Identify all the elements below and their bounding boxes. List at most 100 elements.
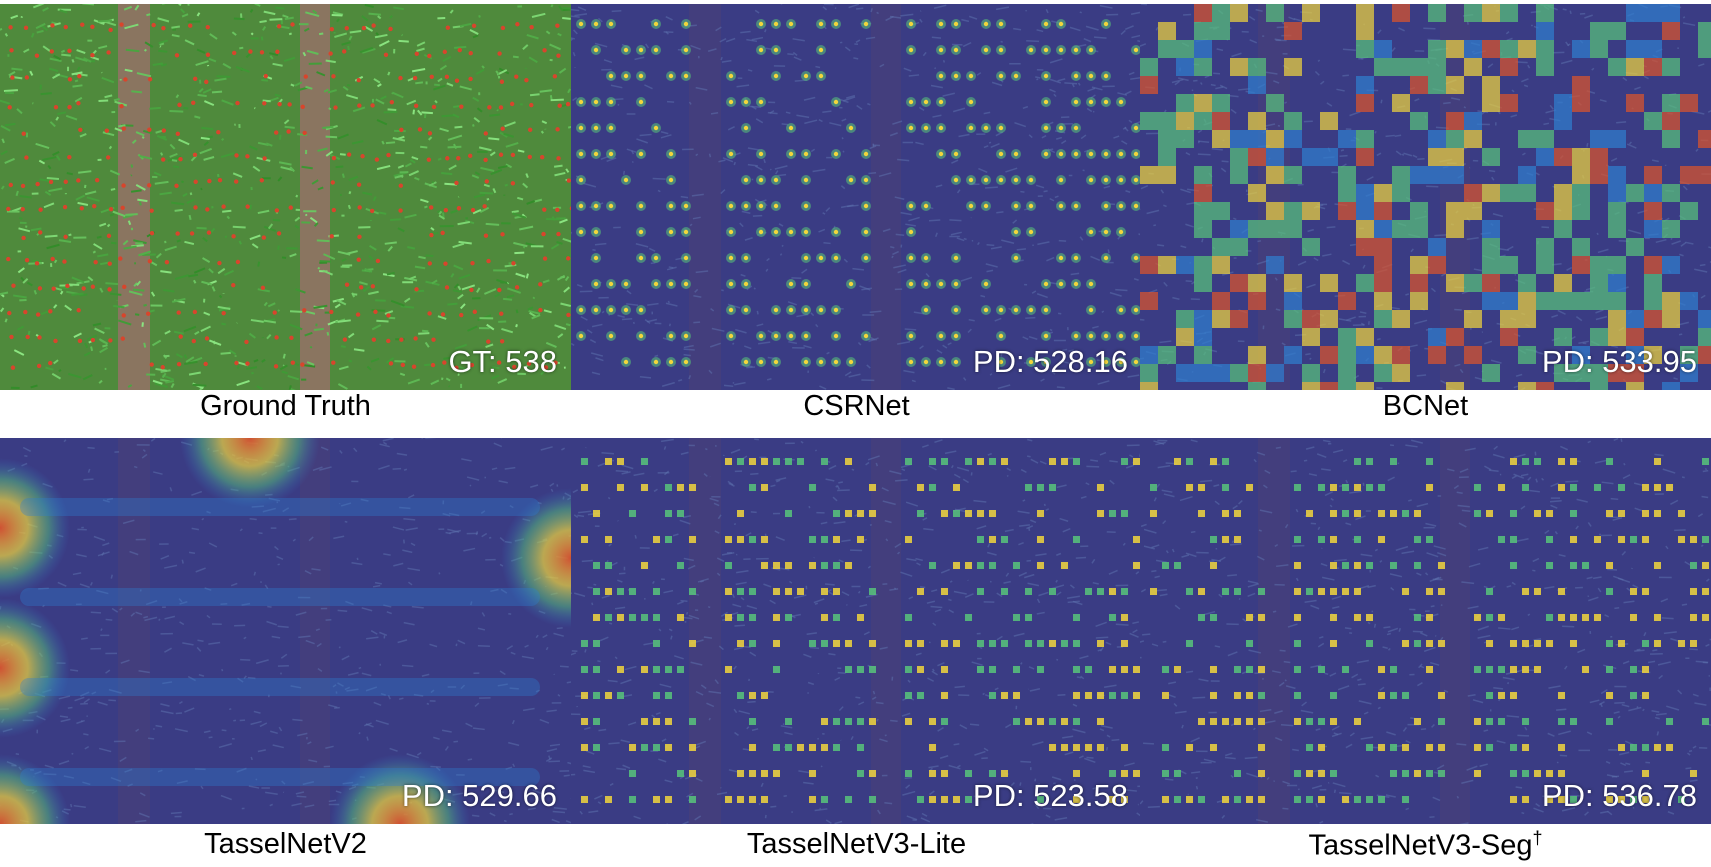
- leaf-overlay: [1190, 439, 1198, 443]
- density-peak-core: [1103, 21, 1109, 27]
- leaf-overlay: [1109, 460, 1118, 463]
- leaf: [208, 57, 217, 63]
- density-square: [581, 744, 588, 751]
- density-square: [1097, 510, 1104, 517]
- leaf-overlay: [1436, 770, 1439, 772]
- density-square: [989, 666, 996, 673]
- leaf: [408, 170, 419, 177]
- density-peak-core: [1118, 151, 1124, 157]
- leaf-overlay: [201, 517, 205, 521]
- leaf: [197, 93, 207, 98]
- leaf-overlay: [1265, 123, 1276, 127]
- leaf-overlay: [139, 589, 142, 592]
- leaf-overlay: [842, 150, 845, 153]
- leaf-overlay: [1477, 634, 1491, 639]
- density-square: [953, 510, 960, 517]
- leaf: [158, 39, 169, 45]
- density-square: [785, 562, 792, 569]
- density-peak-core: [848, 177, 854, 183]
- leaf-overlay: [1026, 525, 1034, 530]
- leaf-overlay: [573, 514, 579, 518]
- leaf-overlay: [650, 262, 656, 265]
- leaf-overlay: [1405, 807, 1410, 811]
- leaf: [267, 223, 274, 230]
- density-block: [1446, 166, 1464, 184]
- leaf-overlay: [733, 665, 737, 670]
- leaf-overlay: [138, 670, 150, 674]
- leaf-overlay: [444, 746, 449, 751]
- leaf-overlay: [1456, 491, 1463, 495]
- leaf: [249, 145, 258, 151]
- leaf-overlay: [397, 639, 408, 644]
- leaf-overlay: [978, 167, 988, 174]
- leaf: [171, 159, 178, 162]
- leaf-overlay: [1513, 453, 1526, 459]
- density-square: [1222, 484, 1229, 491]
- density-peak-core: [653, 47, 659, 53]
- leaf: [313, 222, 319, 227]
- leaf-overlay: [1168, 681, 1177, 685]
- leaf-overlay: [1057, 78, 1066, 82]
- density-peak-core: [1088, 307, 1094, 313]
- density-block: [1626, 58, 1644, 76]
- leaf-overlay: [571, 8, 580, 12]
- leaf-overlay: [968, 318, 975, 322]
- density-square: [581, 666, 588, 673]
- leaf-overlay: [1136, 812, 1141, 817]
- density-block: [1482, 40, 1500, 58]
- leaf-overlay: [521, 655, 535, 660]
- leaf: [454, 45, 467, 49]
- density-block: [1248, 382, 1266, 390]
- leaf-overlay: [601, 451, 615, 455]
- leaf: [506, 294, 515, 299]
- tassel-annotation: [484, 179, 489, 184]
- density-block: [1464, 112, 1482, 130]
- leaf-overlay: [198, 673, 205, 677]
- leaf: [338, 365, 349, 371]
- leaf-overlay: [1366, 176, 1374, 181]
- tassel-annotation: [456, 155, 461, 161]
- density-square: [581, 718, 588, 725]
- leaf-overlay: [365, 686, 378, 692]
- density-block: [1302, 328, 1320, 346]
- leaf-overlay: [365, 723, 374, 728]
- leaf-overlay: [808, 505, 811, 509]
- leaf: [401, 33, 404, 37]
- leaf: [391, 91, 404, 99]
- leaf: [43, 202, 55, 209]
- density-square: [1037, 510, 1044, 517]
- leaf-overlay: [723, 384, 734, 388]
- density-block: [1518, 130, 1536, 148]
- leaf-overlay: [122, 519, 135, 525]
- leaf-overlay: [509, 504, 514, 509]
- leaf-overlay: [775, 170, 779, 175]
- leaf-overlay: [1420, 632, 1428, 637]
- density-block: [1554, 94, 1572, 112]
- density-square: [1049, 484, 1056, 491]
- leaf: [131, 90, 143, 94]
- tassel-annotation: [79, 206, 84, 211]
- leaf-overlay: [1014, 121, 1027, 128]
- density-block: [1698, 22, 1711, 40]
- leaf: [461, 284, 476, 291]
- density-block: [1500, 58, 1518, 76]
- leaf-overlay: [345, 600, 354, 606]
- leaf-overlay: [822, 212, 826, 215]
- density-square: [929, 770, 936, 777]
- leaf: [185, 356, 195, 363]
- leaf: [87, 276, 94, 282]
- leaf-overlay: [407, 567, 421, 572]
- edge-hotspot: [0, 754, 70, 824]
- leaf: [347, 332, 355, 339]
- leaf-overlay: [1027, 582, 1040, 587]
- density-peak-core: [788, 125, 794, 131]
- leaf-overlay: [399, 506, 411, 510]
- density-square: [1121, 458, 1128, 465]
- leaf: [178, 138, 190, 146]
- leaf-overlay: [1092, 325, 1099, 329]
- leaf: [312, 9, 318, 15]
- leaf-overlay: [143, 615, 149, 619]
- leaf-overlay: [1174, 710, 1187, 714]
- leaf: [359, 281, 368, 286]
- density-square: [1594, 484, 1601, 491]
